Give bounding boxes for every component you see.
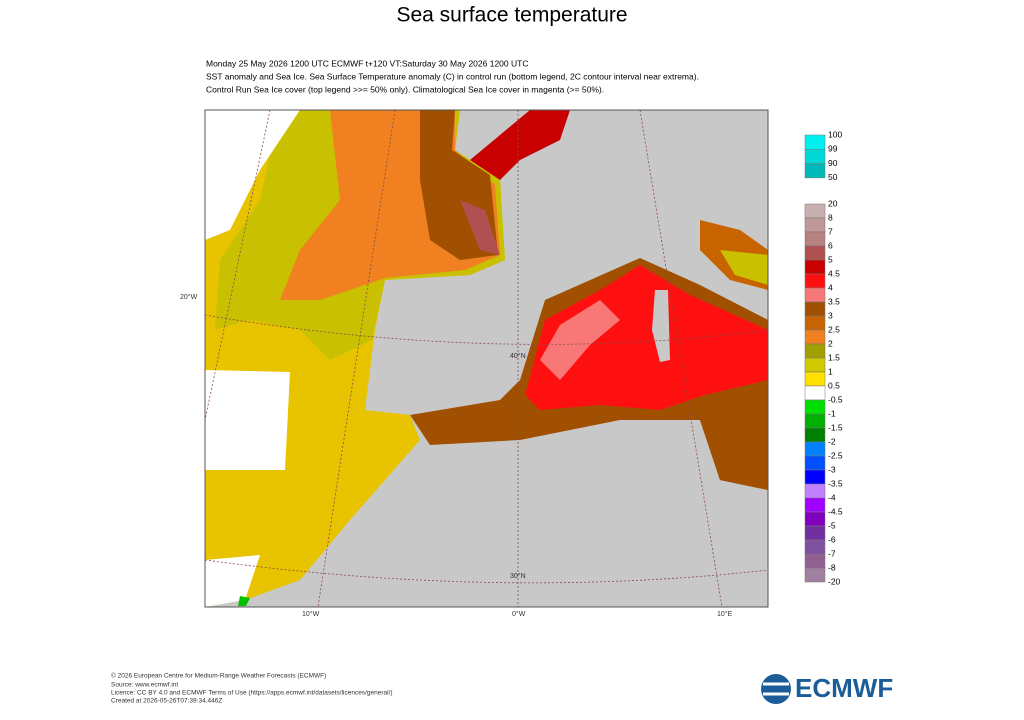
footer-line: © 2026 European Centre for Medium-Range … [111,672,326,680]
legend-label: -3 [828,464,836,474]
legend-label: 2 [828,338,833,348]
legend-label: 1 [828,366,833,376]
legend-swatch [804,455,826,471]
legend-label: -7 [828,548,836,558]
legend-label: 90 [828,158,838,168]
header-line: Control Run Sea Ice cover (top legend >>… [206,84,604,94]
footer-line: Licence: CC BY 4.0 and ECMWF Terms of Us… [111,690,393,697]
legend-label: 100 [828,129,842,139]
legend-swatch [804,329,826,345]
legend-swatch [804,497,826,513]
legend-label: -8 [828,562,836,572]
legend-label: 7 [828,226,833,236]
legend-label: 20 [828,198,838,208]
legend-label: -1.5 [828,422,843,432]
legend-swatch [804,343,826,359]
legend-label: 99 [828,144,838,154]
ice-legend: 100 99 90 50 [804,129,842,182]
legend-label: 4.5 [828,268,840,278]
legend-swatch [804,427,826,443]
legend-swatch [804,357,826,373]
legend-label: -5 [828,520,836,530]
title: Sea surface temperature [396,4,627,27]
legend-swatch [804,539,826,555]
legend-swatch [804,149,826,164]
legend-swatch [804,259,826,275]
legend-swatch [804,231,826,247]
legend-swatch [804,301,826,317]
header-line: Monday 25 May 2026 1200 UTC ECMWF t+120 … [206,58,528,68]
footer-line: Created at 2026-05-26T07:39:34.446Z [111,698,222,705]
map: 20°W 40°N 30°N 10°W 0°W 10°E [180,109,769,618]
sst-legend: 20 8 7 6 5 4.5 4 3.5 3 2.5 2 1.5 1 0.5 -0.5 -1 -1.5 -2 -2.… [804,198,843,586]
legend-swatch [804,273,826,289]
legend-swatch [804,315,826,331]
map-label: 10°E [717,610,733,618]
legend-swatch [804,553,826,569]
map-label: 30°N [510,572,526,580]
legend-swatch [804,483,826,499]
legend-swatch [804,525,826,541]
legend-swatch [804,203,826,219]
legend-swatch [804,385,826,401]
legend-label: -3.5 [828,478,843,488]
legend-swatch [804,371,826,387]
legend-swatch [804,287,826,303]
legend-label: 0.5 [828,380,840,390]
legend-label: 50 [828,172,838,182]
legend-swatch [804,217,826,233]
map-label: 10°W [302,610,320,618]
legend-label: 3.5 [828,296,840,306]
legend-label: -2 [828,436,836,446]
legend-label: 4 [828,282,833,292]
legend-label: -1 [828,408,836,418]
legend-swatch [804,567,826,583]
map-label: 0°W [512,610,526,618]
map-label: 20°W [180,293,198,301]
legend-label: 3 [828,310,833,320]
header-line: SST anomaly and Sea Ice. Sea Surface Tem… [206,71,699,81]
footer-line: Source: www.ecmwf.int [111,682,178,689]
logo: ECMWF [761,673,893,704]
legend-swatch [804,413,826,429]
legend-swatch [804,163,826,179]
legend-swatch [804,511,826,527]
legend-label: -4 [828,492,836,502]
legend-label: 5 [828,254,833,264]
legend-label: 6 [828,240,833,250]
legend-label: -4.5 [828,506,843,516]
legend-swatch [804,134,826,150]
logo-text: ECMWF [795,673,893,703]
legend-label: -2.5 [828,450,843,460]
legend-swatch [804,245,826,261]
map-label: 40°N [510,352,526,360]
legend-label: -20 [828,576,841,586]
legend-swatch [804,399,826,415]
legend-label: 2.5 [828,324,840,334]
legend-swatch [804,441,826,457]
legend-label: 8 [828,212,833,222]
legend-label: -0.5 [828,394,843,404]
legend-label: 1.5 [828,352,840,362]
legend-label: -6 [828,534,836,544]
legend-swatch [804,469,826,485]
